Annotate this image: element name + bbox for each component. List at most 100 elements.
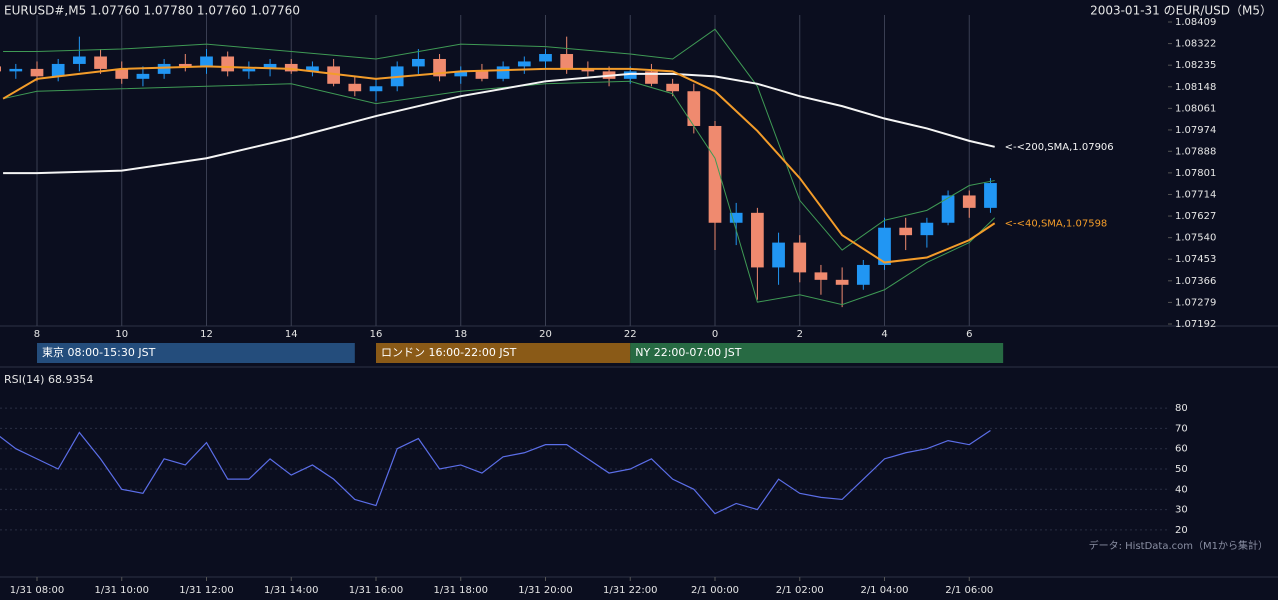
y-tick-label: 1.07192 <box>1175 319 1216 330</box>
indicator-line <box>3 28 995 251</box>
candle-body <box>708 125 722 223</box>
candle-body <box>962 195 976 208</box>
y-tick-label: 1.07540 <box>1175 233 1216 244</box>
candle-body <box>835 279 849 285</box>
x-tick-label: 1/31 08:00 <box>10 585 64 596</box>
candle-body <box>30 68 44 77</box>
candle-body <box>729 212 743 223</box>
candle-body <box>369 86 383 92</box>
x-tick-label: 1/31 22:00 <box>603 585 657 596</box>
y-tick-label: 1.08235 <box>1175 60 1216 71</box>
chart-title: EURUSD#,M5 1.07760 1.07780 1.07760 1.077… <box>4 4 300 18</box>
line-annotation: <-<200,SMA,1.07906 <box>1005 142 1114 153</box>
x-tick-label: 14 <box>285 329 298 340</box>
candle-body <box>772 242 785 268</box>
x-tick-label: 18 <box>454 329 467 340</box>
y-tick-label: 1.07888 <box>1175 146 1216 157</box>
x-tick-label: 1/31 18:00 <box>434 585 488 596</box>
candle-body <box>115 68 129 79</box>
candle-body <box>306 66 319 72</box>
y-tick-label: 1.08322 <box>1175 39 1216 50</box>
y-tick-label: 80 <box>1175 403 1188 414</box>
x-tick-label: 2/1 02:00 <box>776 585 824 596</box>
candle-body <box>856 264 870 285</box>
candle-body <box>221 56 235 72</box>
candle-body <box>878 227 891 265</box>
candle-body <box>0 66 1 72</box>
x-tick-label: 0 <box>712 329 718 340</box>
x-tick-label: 2/1 06:00 <box>945 585 993 596</box>
y-tick-label: 1.07627 <box>1175 211 1216 222</box>
candle-body <box>560 54 574 69</box>
x-tick-label: 20 <box>539 329 552 340</box>
candle-body <box>984 183 997 208</box>
candle-body <box>454 71 468 77</box>
session-label: ロンドン 16:00-22:00 JST <box>381 346 517 359</box>
x-tick-label: 4 <box>881 329 887 340</box>
candle-body <box>475 71 489 79</box>
candle-body <box>94 56 107 69</box>
x-tick-label: 12 <box>200 329 213 340</box>
candle-body <box>200 56 213 67</box>
candle-body <box>136 73 150 79</box>
candle-body <box>9 68 23 72</box>
y-tick-label: 60 <box>1175 444 1188 455</box>
y-tick-label: 1.07801 <box>1175 168 1216 179</box>
x-tick-label: 10 <box>115 329 128 340</box>
y-tick-label: 1.08148 <box>1175 82 1216 93</box>
y-tick-label: 1.07279 <box>1175 297 1216 308</box>
x-tick-label: 1/31 20:00 <box>518 585 572 596</box>
y-tick-label: 1.07453 <box>1175 254 1216 265</box>
chart-subtitle: 2003-01-31 のEUR/USD（M5） <box>1090 4 1272 18</box>
candle-body <box>793 242 807 273</box>
candle-body <box>327 66 340 84</box>
y-tick-label: 1.07366 <box>1175 276 1216 287</box>
candle-body <box>941 195 955 223</box>
candle-body <box>412 58 425 67</box>
session-bar <box>36 343 355 363</box>
candle-body <box>539 54 552 62</box>
candle-body <box>666 83 679 92</box>
y-tick-label: 30 <box>1175 505 1188 516</box>
candle-body <box>751 212 764 268</box>
x-tick-label: 1/31 16:00 <box>349 585 403 596</box>
y-tick-label: 1.08409 <box>1175 17 1216 28</box>
y-tick-label: 20 <box>1175 525 1188 536</box>
candle-body <box>73 56 86 64</box>
x-tick-label: 1/31 12:00 <box>179 585 233 596</box>
x-tick-label: 1/31 14:00 <box>264 585 318 596</box>
candle-body <box>581 68 595 72</box>
rsi-title: RSI(14) 68.9354 <box>4 373 93 386</box>
y-tick-label: 70 <box>1175 423 1188 434</box>
y-tick-label: 1.07974 <box>1175 125 1216 136</box>
source-note: データ: HistData.com（M1から集計） <box>1089 539 1268 552</box>
indicator-line <box>3 72 995 175</box>
session-label: NY 22:00-07:00 JST <box>635 346 742 359</box>
candle-body <box>623 71 637 79</box>
candle-body <box>920 222 934 236</box>
session-label: 東京 08:00-15:30 JST <box>42 345 156 359</box>
x-tick-label: 8 <box>34 329 40 340</box>
indicator-line <box>2 80 996 306</box>
candle-body <box>263 63 277 69</box>
x-tick-label: 2/1 00:00 <box>691 585 739 596</box>
candle-body <box>496 66 510 79</box>
candle-body <box>899 227 913 236</box>
y-tick-label: 1.07714 <box>1175 189 1216 200</box>
candle-body <box>284 63 298 72</box>
candle-body <box>814 272 828 280</box>
session-bar <box>375 343 631 363</box>
x-tick-label: 22 <box>624 329 637 340</box>
candle-body <box>517 61 531 67</box>
candle-body <box>348 83 362 92</box>
line-annotation: <-<40,SMA,1.07598 <box>1005 218 1108 229</box>
y-tick-label: 50 <box>1175 464 1188 475</box>
y-tick-label: 1.08061 <box>1175 103 1216 114</box>
candle-body <box>157 63 171 74</box>
candle-body <box>242 68 256 72</box>
rsi-line <box>0 429 991 515</box>
x-tick-label: 1/31 10:00 <box>95 585 149 596</box>
candle-body <box>687 91 701 126</box>
